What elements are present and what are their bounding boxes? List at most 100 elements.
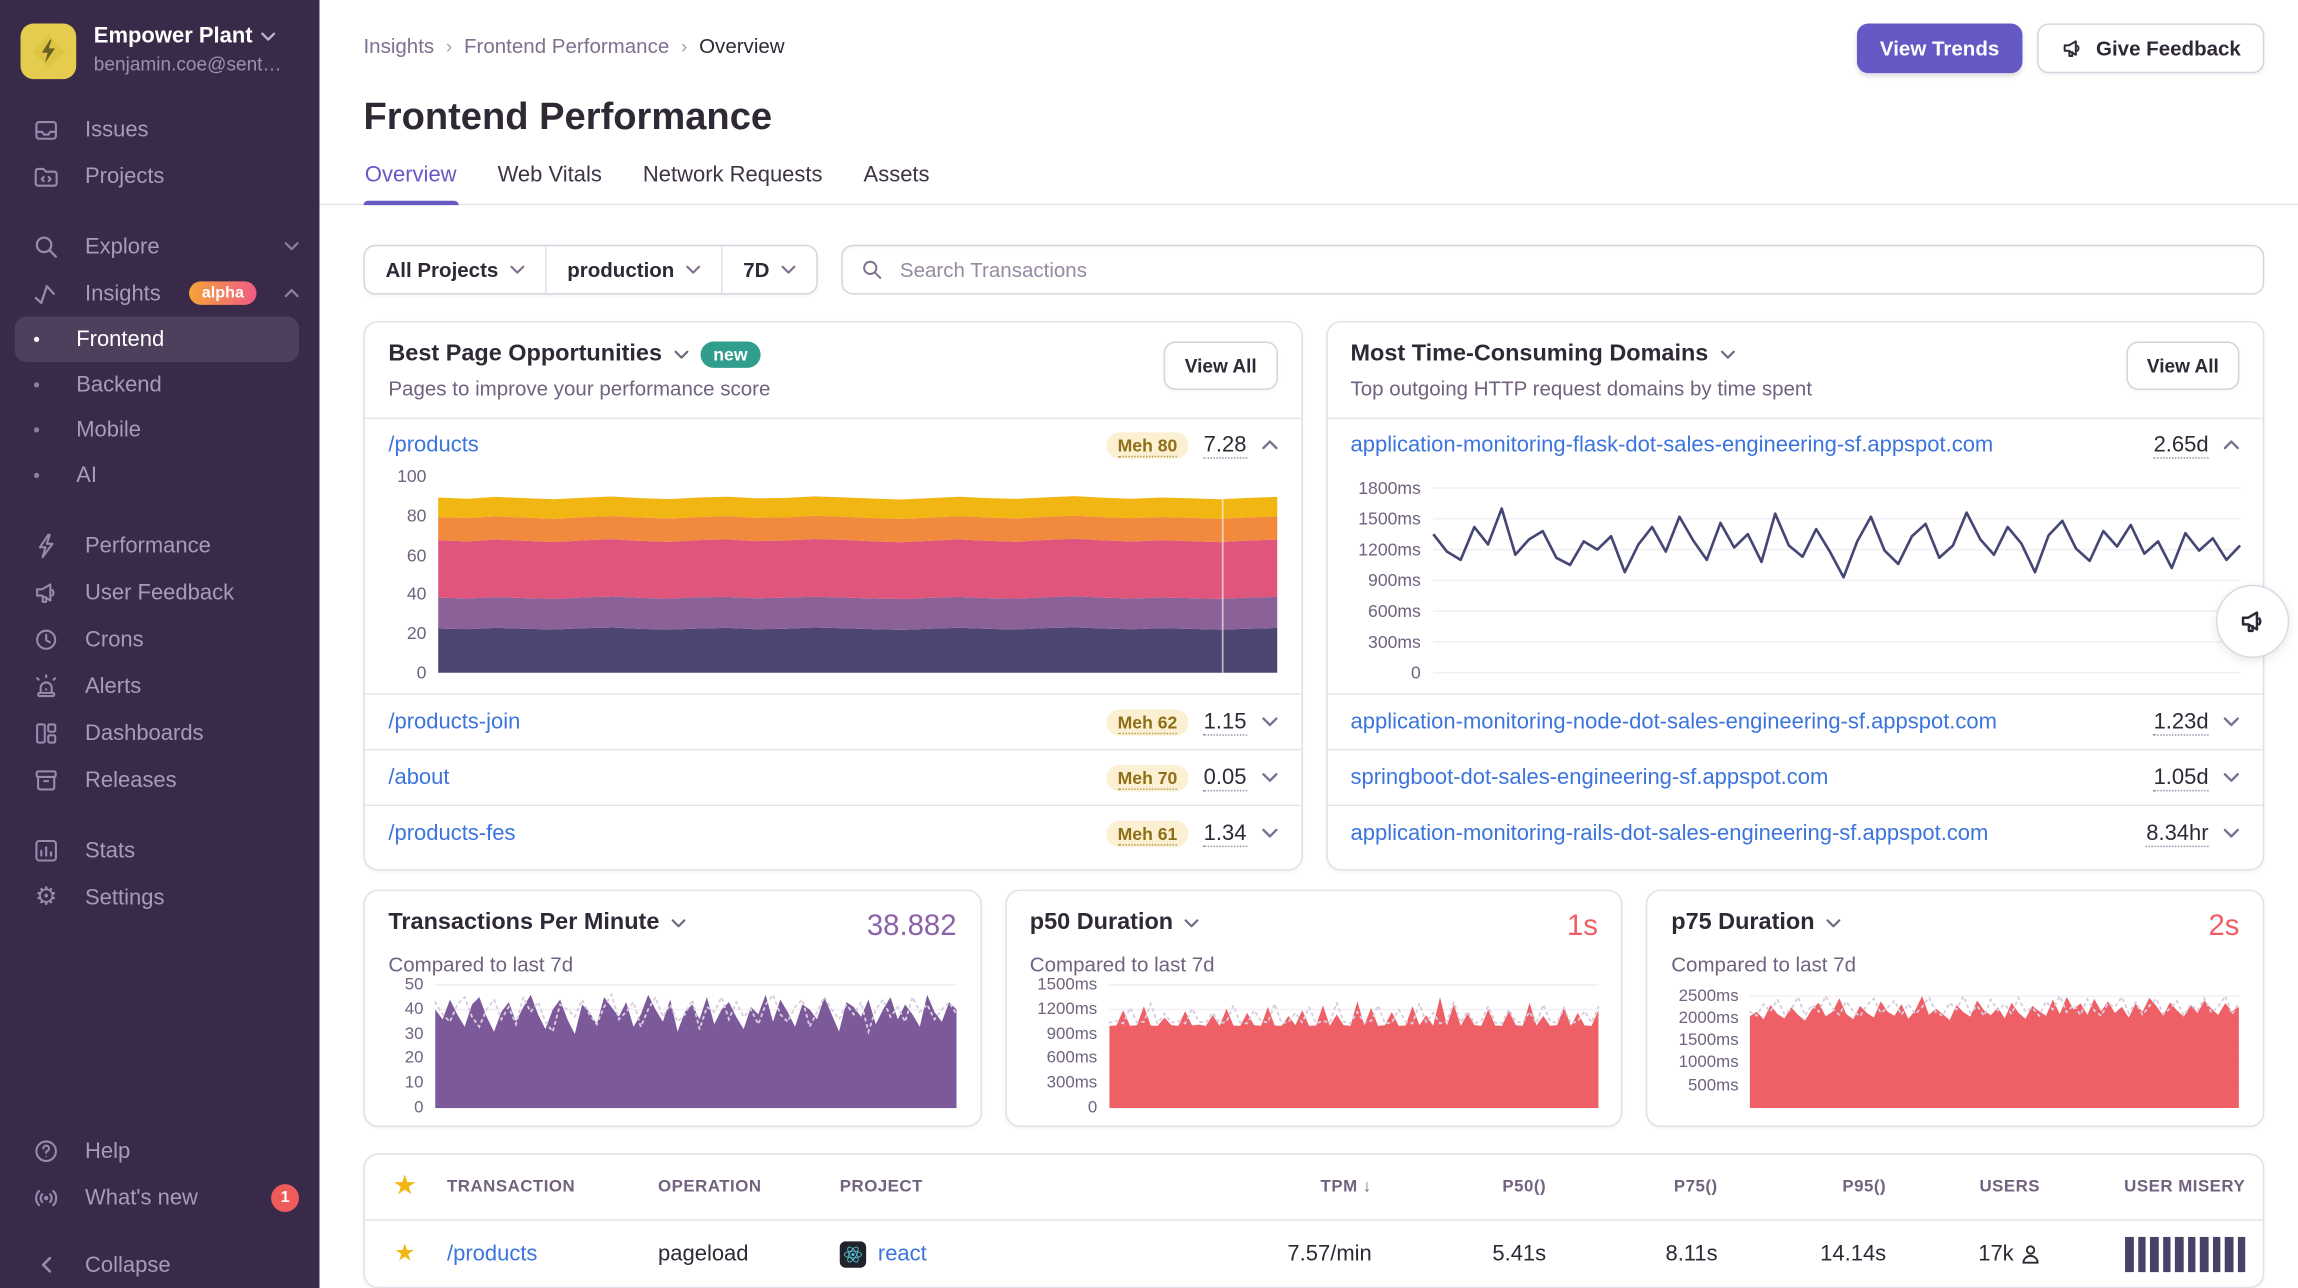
bullet-icon: • <box>33 373 40 396</box>
chevron-down-icon[interactable] <box>2223 828 2239 838</box>
page-row-products-fes[interactable]: /products-fes Meh 61 1.34 <box>364 804 1301 861</box>
domains-view-all-button[interactable]: View All <box>2126 341 2240 390</box>
archive-icon <box>32 766 60 794</box>
search-transactions-field[interactable] <box>841 244 2265 295</box>
search-transactions-input[interactable] <box>896 256 2246 283</box>
tab-assets[interactable]: Assets <box>863 162 930 188</box>
domain-row-springboot[interactable]: springboot-dot-sales-engineering-sf.apps… <box>1327 748 2263 805</box>
sidebar-item-crons[interactable]: Crons <box>0 616 319 663</box>
chevron-down-icon[interactable] <box>1261 772 1277 782</box>
gear-icon: ⚙ <box>34 882 58 911</box>
sidebar-item-issues[interactable]: Issues <box>0 106 319 153</box>
megaphone-icon <box>2063 40 2080 57</box>
chevron-down-icon[interactable] <box>1720 350 1735 359</box>
sidebar-item-stats[interactable]: Stats <box>0 827 319 874</box>
sidebar-item-dashboards[interactable]: Dashboards <box>0 709 319 756</box>
sidebar-item-alerts[interactable]: Alerts <box>0 662 319 709</box>
domain-link[interactable]: application-monitoring-flask-dot-sales-e… <box>1350 432 1994 458</box>
domain-link[interactable]: springboot-dot-sales-engineering-sf.apps… <box>1350 765 1829 790</box>
environment-filter[interactable]: production <box>545 246 721 294</box>
sidebar-item-insights[interactable]: Insights alpha <box>0 270 319 317</box>
chevron-down-icon[interactable] <box>674 350 689 359</box>
sidebar-item-user-feedback[interactable]: User Feedback <box>0 569 319 616</box>
sidebar-item-label: Backend <box>76 372 162 398</box>
domain-time-value: 1.05d <box>2153 765 2209 792</box>
user-icon <box>2022 1244 2039 1263</box>
chevron-down-icon[interactable] <box>1261 717 1277 727</box>
org-switcher[interactable]: Empower Plant benjamin.coe@sent… <box>0 0 319 94</box>
whats-new-count-badge: 1 <box>271 1183 299 1212</box>
tab-network-requests[interactable]: Network Requests <box>642 162 823 188</box>
chevron-down-icon[interactable] <box>2223 772 2239 782</box>
chevron-down-icon[interactable] <box>1261 828 1277 838</box>
page-row-products[interactable]: /products Meh 80 7.28 <box>365 419 1301 470</box>
breadcrumb-insights[interactable]: Insights <box>363 33 435 58</box>
sidebar-item-projects[interactable]: Projects <box>0 152 319 199</box>
column-p75[interactable]: P75() <box>1673 1178 1718 1196</box>
page-link[interactable]: /about <box>388 765 450 790</box>
give-feedback-button[interactable]: Give Feedback <box>2037 23 2265 74</box>
column-project[interactable]: PROJECT <box>839 1178 923 1196</box>
chevron-down-icon[interactable] <box>2223 717 2239 727</box>
floating-feedback-button[interactable] <box>2215 584 2290 659</box>
sidebar-item-ai[interactable]: • AI <box>0 453 319 498</box>
column-tpm-sorted[interactable]: TPM ↓ <box>1320 1178 1372 1196</box>
column-users[interactable]: USERS <box>1979 1178 2041 1196</box>
page-row-about[interactable]: /about Meh 70 0.05 <box>364 748 1301 805</box>
tab-overview[interactable]: Overview <box>363 160 458 206</box>
project-filter[interactable]: All Projects <box>365 246 545 293</box>
domain-link[interactable]: application-monitoring-rails-dot-sales-e… <box>1350 820 1989 846</box>
sidebar-item-explore[interactable]: Explore <box>0 223 319 270</box>
p50-title: p50 Duration <box>1029 910 1174 936</box>
chevron-down-icon[interactable] <box>1826 919 1841 928</box>
chart-y-axis: 50 40 30 20 10 0 <box>404 976 424 1117</box>
opportunity-value: 1.34 <box>1203 820 1247 848</box>
sidebar-item-releases[interactable]: Releases <box>0 756 319 803</box>
page-link[interactable]: /products <box>388 432 479 458</box>
date-range-filter[interactable]: 7D <box>721 246 816 294</box>
page-row-products-join[interactable]: /products-join Meh 62 1.15 <box>364 693 1301 749</box>
domain-row-node[interactable]: application-monitoring-node-dot-sales-en… <box>1327 693 2263 749</box>
page-link[interactable]: /products-fes <box>388 820 516 846</box>
column-p50[interactable]: P50() <box>1502 1178 1547 1196</box>
column-user-misery[interactable]: USER MISERY <box>2124 1178 2246 1196</box>
chevron-down-icon[interactable] <box>1185 919 1200 928</box>
domain-link[interactable]: application-monitoring-node-dot-sales-en… <box>1350 709 1997 735</box>
sidebar-item-whats-new[interactable]: What's new 1 <box>0 1174 319 1221</box>
chevron-up-icon[interactable] <box>1261 440 1277 450</box>
org-logo <box>20 23 77 80</box>
domain-row-flask[interactable]: application-monitoring-flask-dot-sales-e… <box>1327 419 2263 470</box>
sidebar-item-mobile[interactable]: • Mobile <box>0 407 319 452</box>
column-p95[interactable]: P95() <box>1842 1178 1887 1196</box>
sidebar: Empower Plant benjamin.coe@sent… Issues … <box>0 0 320 1288</box>
best-pages-view-all-button[interactable]: View All <box>1164 341 1278 390</box>
chevron-up-icon[interactable] <box>2223 440 2239 450</box>
search-icon <box>32 232 60 260</box>
column-operation[interactable]: OPERATION <box>658 1178 762 1196</box>
project-link[interactable]: react <box>877 1241 927 1267</box>
transaction-link[interactable]: /products <box>446 1241 538 1267</box>
project-cell[interactable]: react <box>839 1240 1133 1267</box>
p75-area-chart: 2500ms 2000ms 1500ms 1000ms 500ms <box>1648 985 2263 1108</box>
breadcrumb-frontend-performance[interactable]: Frontend Performance <box>463 33 670 58</box>
sidebar-item-frontend[interactable]: • Frontend <box>14 316 299 362</box>
star-icon[interactable]: ★ <box>394 1240 416 1266</box>
org-email: benjamin.coe@sent… <box>93 52 282 75</box>
date-range-filter-label: 7D <box>743 257 770 282</box>
domain-time-value: 1.23d <box>2153 709 2209 736</box>
view-trends-button[interactable]: View Trends <box>1856 23 2023 74</box>
sidebar-item-performance[interactable]: Performance <box>0 522 319 569</box>
sidebar-item-help[interactable]: Help <box>0 1127 319 1174</box>
domain-row-rails[interactable]: application-monitoring-rails-dot-sales-e… <box>1327 804 2263 861</box>
chevron-down-icon[interactable] <box>671 919 686 928</box>
sidebar-item-backend[interactable]: • Backend <box>0 362 319 407</box>
chevron-down-icon <box>781 265 796 274</box>
tab-web-vitals[interactable]: Web Vitals <box>497 162 602 188</box>
tab-bar: Overview Web Vitals Network Requests Ass… <box>319 139 2298 206</box>
help-icon <box>32 1137 60 1165</box>
sidebar-collapse-button[interactable]: Collapse <box>0 1241 319 1288</box>
sidebar-item-settings[interactable]: ⚙ Settings <box>0 873 319 920</box>
table-row[interactable]: ★ /products pageload react 7.57/min 5.41… <box>364 1219 2263 1286</box>
column-transaction[interactable]: TRANSACTION <box>446 1178 576 1196</box>
page-link[interactable]: /products-join <box>388 709 521 735</box>
